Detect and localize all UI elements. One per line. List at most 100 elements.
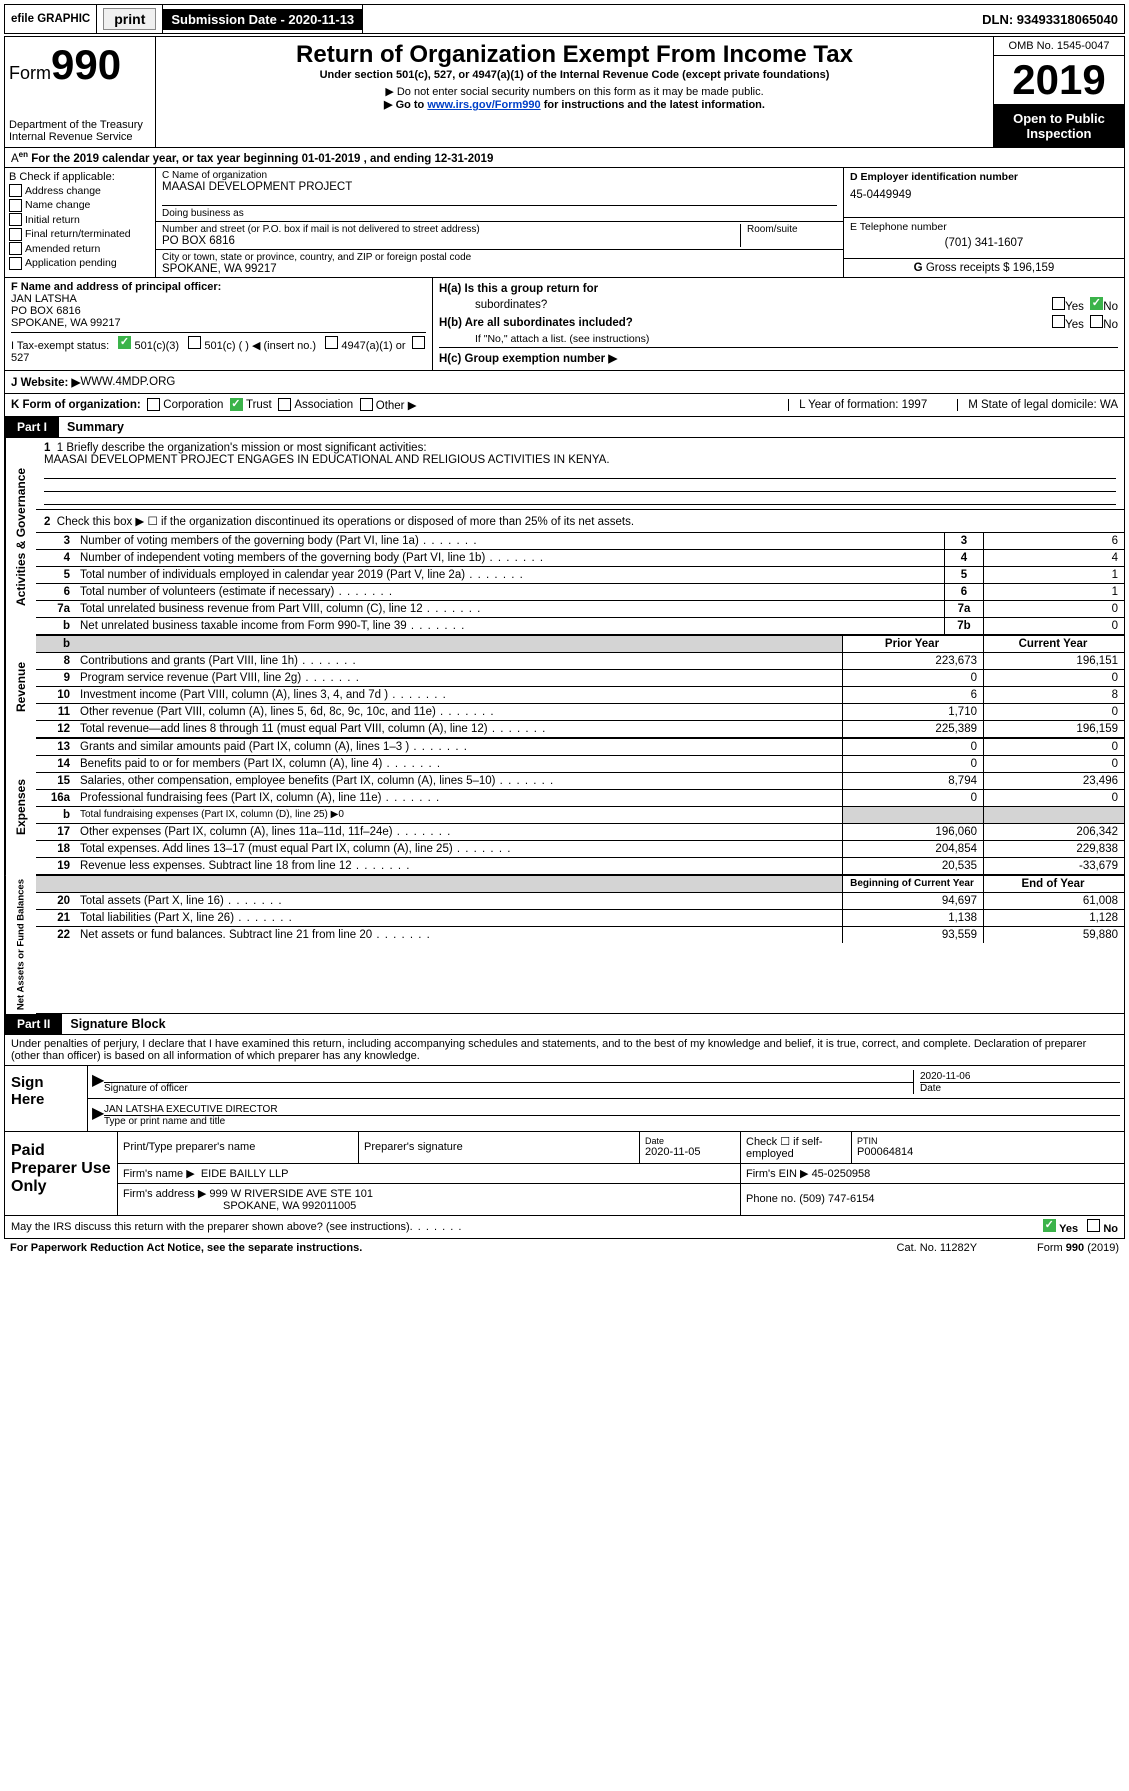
chk-hb-yes[interactable] [1052,315,1065,328]
chk-4947[interactable] [325,336,338,349]
form-ref: Form 990 (2019) [1037,1242,1119,1254]
dln: DLN: 93493318065040 [976,5,1124,33]
chk-trust[interactable] [230,398,243,411]
officer-addr1: PO BOX 6816 [11,305,426,317]
phone-label: E Telephone number [850,221,1118,233]
prep-sig-hdr: Preparer's signature [359,1132,640,1164]
footer-bottom: For Paperwork Reduction Act Notice, see … [4,1239,1125,1257]
officer-addr2: SPOKANE, WA 99217 [11,317,426,329]
note-goto: ▶ Go to www.irs.gov/Form990 for instruct… [162,98,987,111]
firm-ein: 45-0250958 [812,1168,871,1180]
mission-text: MAASAI DEVELOPMENT PROJECT ENGAGES IN ED… [44,454,1116,466]
hc-label: H(c) Group exemption number ▶ [439,351,617,365]
form-header: Form990 Department of the Treasury Inter… [4,36,1125,148]
prep-selfemp[interactable]: Check ☐ if self-employed [741,1132,852,1164]
chk-corp[interactable] [147,398,160,411]
f-label: F Name and address of principal officer: [11,281,426,293]
state-domicile: M State of legal domicile: WA [957,399,1118,411]
chk-ha-no[interactable] [1090,297,1103,310]
chk-discuss-no[interactable] [1087,1219,1100,1232]
chk-527[interactable] [412,336,425,349]
typed-name-label: Type or print name and title [104,1115,1120,1127]
b-header: B Check if applicable: [9,171,151,183]
hb-label: H(b) Are all subordinates included? [439,317,633,329]
firm-name: EIDE BAILLY LLP [201,1168,289,1180]
c-name-label: C Name of organization [162,170,837,181]
irs-link[interactable]: www.irs.gov/Form990 [427,99,540,111]
open-public-badge: Open to Public Inspection [994,105,1124,147]
street-label: Number and street (or P.O. box if mail i… [162,224,740,235]
room-suite-label: Room/suite [741,224,837,247]
prep-ptin: PTINP00064814 [852,1132,1125,1164]
city-label: City or town, state or province, country… [162,252,837,263]
firm-phone: (509) 747-6154 [799,1193,874,1205]
block-fh: F Name and address of principal officer:… [4,278,1125,371]
city-value: SPOKANE, WA 99217 [162,263,837,275]
governance-table: 3Number of voting members of the governi… [36,532,1124,634]
chk-final-return[interactable]: Final return/terminated [9,228,151,241]
part1-header: Part I Summary [4,417,1125,438]
return-subtitle: Under section 501(c), 527, or 4947(a)(1)… [162,69,987,81]
officer-typed-name: JAN LATSHA EXECUTIVE DIRECTOR [104,1104,1120,1115]
chk-501c[interactable] [188,336,201,349]
chk-ha-yes[interactable] [1052,297,1065,310]
submission-date: Submission Date - 2020-11-13 [163,5,363,33]
website-value: WWW.4MDP.ORG [80,376,175,388]
year-formation: L Year of formation: 1997 [788,399,927,411]
prep-date: Date2020-11-05 [640,1132,741,1164]
officer-name: JAN LATSHA [11,293,426,305]
firm-addr1: 999 W RIVERSIDE AVE STE 101 [209,1188,373,1200]
org-name: MAASAI DEVELOPMENT PROJECT [162,181,837,193]
prep-name-hdr: Print/Type preparer's name [118,1132,359,1164]
chk-discuss-yes[interactable] [1043,1219,1056,1232]
print-button[interactable]: print [97,5,163,33]
row-i: I Tax-exempt status: 501(c)(3) 501(c) ( … [11,332,426,364]
vlabel-governance: Activities & Governance [5,438,36,635]
ha-label: H(a) Is this a group return for [439,283,598,295]
ein-value: 45-0449949 [850,189,1118,201]
row-k: K Form of organization: Corporation Trus… [4,394,1125,417]
row-j: J Website: ▶ WWW.4MDP.ORG [4,371,1125,394]
chk-name-change[interactable]: Name change [9,199,151,212]
ein-label: D Employer identification number [850,171,1118,183]
return-title: Return of Organization Exempt From Incom… [162,41,987,69]
g-label: G [914,262,923,274]
tax-year: 2019 [994,56,1124,105]
vlabel-expenses: Expenses [5,738,36,875]
paid-preparer-block: Paid Preparer Use Only Print/Type prepar… [4,1132,1125,1216]
vlabel-revenue: Revenue [5,635,36,738]
chk-amended[interactable]: Amended return [9,242,151,255]
sig-date: 2020-11-06 [920,1071,1120,1082]
sign-here-block: Sign Here ▶ Signature of officer 2020-11… [4,1066,1125,1132]
chk-hb-no[interactable] [1090,315,1103,328]
perjury-statement: Under penalties of perjury, I declare th… [4,1035,1125,1066]
ha-sub: subordinates? [475,299,547,311]
chk-app-pending[interactable]: Application pending [9,257,151,270]
chk-other[interactable] [360,398,373,411]
discuss-row: May the IRS discuss this return with the… [4,1216,1125,1239]
cat-no: Cat. No. 11282Y [897,1242,978,1254]
part2-header: Part II Signature Block [4,1014,1125,1035]
expenses-table: 13Grants and similar amounts paid (Part … [36,738,1124,874]
phone-value: (701) 341-1607 [850,237,1118,249]
dept-treasury: Department of the Treasury Internal Reve… [9,119,151,143]
omb-number: OMB No. 1545-0047 [994,37,1124,56]
block-bcdeg: B Check if applicable: Address change Na… [4,168,1125,278]
gross-receipts: Gross receipts $ 196,159 [926,262,1055,274]
line2: 2 Check this box ▶ ☐ if the organization… [36,510,1124,532]
chk-initial-return[interactable]: Initial return [9,213,151,226]
firm-addr2: SPOKANE, WA 992011005 [223,1200,356,1212]
sig-officer-label: Signature of officer [104,1082,913,1094]
chk-assoc[interactable] [278,398,291,411]
row-a: Aen For the 2019 calendar year, or tax y… [4,148,1125,168]
efile-label: efile GRAPHIC [5,5,97,33]
note-ssn: ▶ Do not enter social security numbers o… [162,85,987,98]
street-value: PO BOX 6816 [162,235,740,247]
line1-label: 1 1 Briefly describe the organization's … [44,442,1116,454]
dba-label: Doing business as [162,205,837,219]
chk-501c3[interactable] [118,336,131,349]
netassets-table: Beginning of Current YearEnd of Year20To… [36,875,1124,943]
revenue-table: bPrior YearCurrent Year8Contributions an… [36,635,1124,737]
top-bar: efile GRAPHIC print Submission Date - 20… [4,4,1125,34]
chk-address-change[interactable]: Address change [9,184,151,197]
